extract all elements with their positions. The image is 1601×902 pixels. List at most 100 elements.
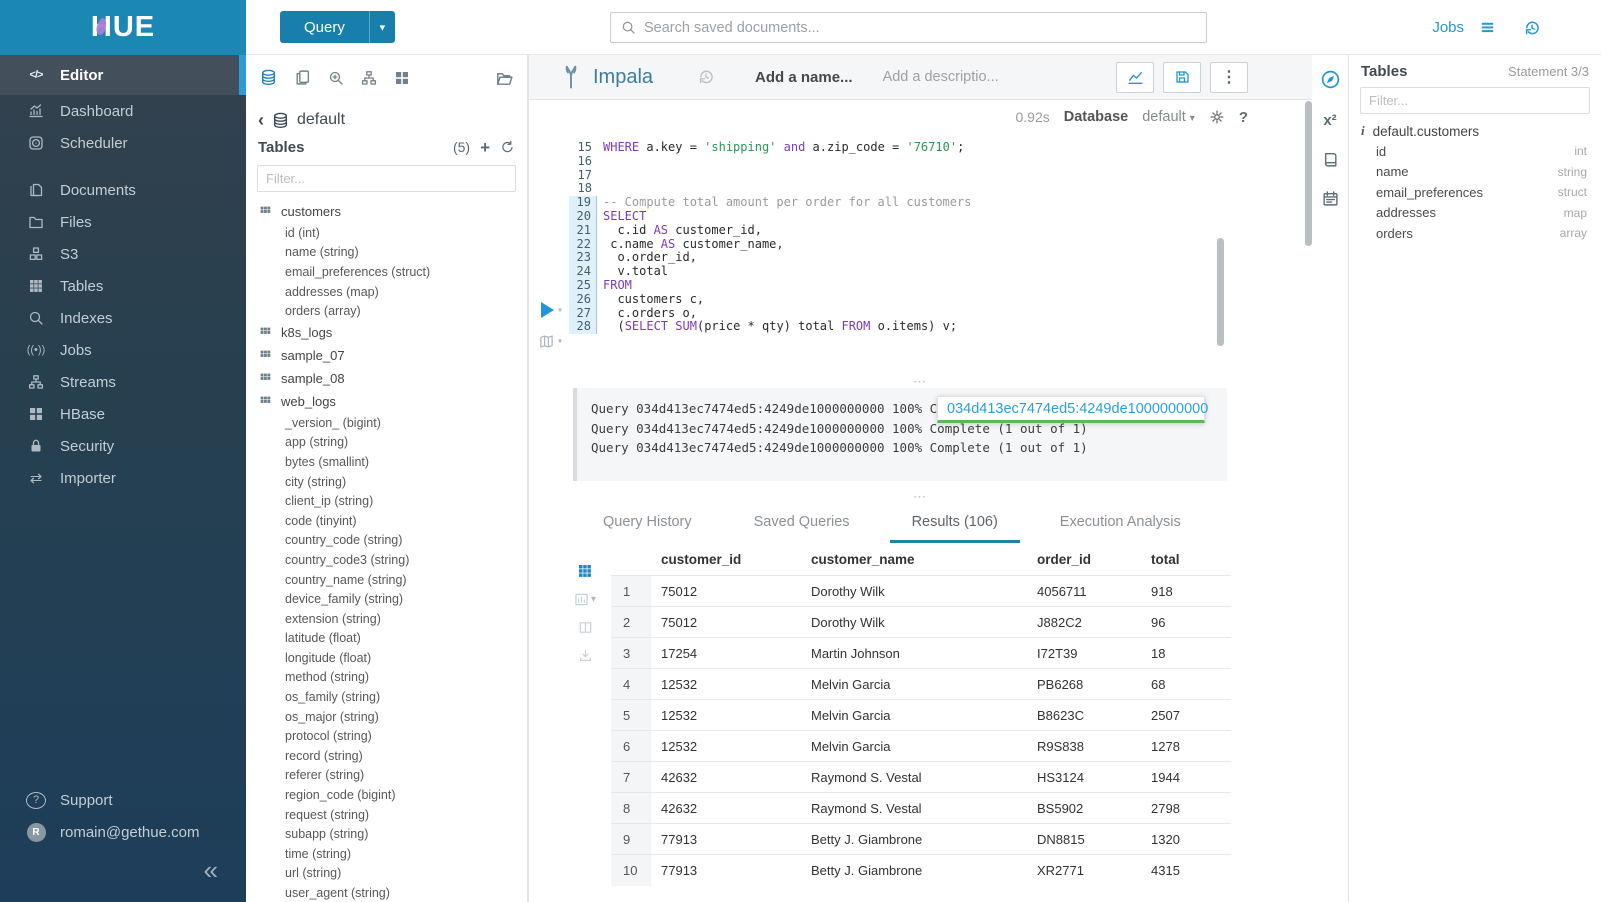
sidebar-item-editor[interactable]: </> Editor <box>0 55 246 95</box>
table-row[interactable]: 10 77913 Betty J. Giambrone XR2771 4315 <box>611 854 1231 886</box>
jobs-list-icon[interactable] <box>1480 20 1495 35</box>
sidebar-item-hbase[interactable]: HBase <box>0 398 246 430</box>
map-icon[interactable] <box>539 334 554 349</box>
chart-button[interactable] <box>1116 61 1154 93</box>
save-button[interactable] <box>1163 61 1201 93</box>
right-panel-column-row[interactable]: orders array <box>1349 223 1601 244</box>
right-panel-column-row[interactable]: name string <box>1349 162 1601 183</box>
refresh-icon[interactable] <box>500 140 515 155</box>
tab-results-106-[interactable]: Results (106) <box>889 505 1020 543</box>
query-button[interactable]: Query <box>304 18 345 36</box>
query-description-field[interactable]: Add a descriptio... <box>882 69 999 85</box>
assist-column-item[interactable]: country_code3 (string) <box>285 552 410 567</box>
sitemap-icon[interactable] <box>361 70 377 86</box>
sidebar-item-support[interactable]: ? Support <box>0 784 246 816</box>
sidebar-item-documents[interactable]: Documents <box>0 174 246 206</box>
sidebar-item-streams[interactable]: Streams <box>0 366 246 398</box>
assist-column-item[interactable]: client_ip (string) <box>285 494 374 509</box>
assist-column-item[interactable]: method (string) <box>285 670 370 685</box>
results-header-cell[interactable]: total <box>1151 552 1180 567</box>
sidebar-item-indexes[interactable]: Indexes <box>0 302 246 334</box>
query-history-icon[interactable] <box>1523 19 1541 37</box>
columns-view-icon[interactable] <box>578 620 593 635</box>
help-icon[interactable]: ? <box>1238 108 1248 126</box>
results-header-cell[interactable]: order_id <box>1037 552 1092 567</box>
assist-column-item[interactable]: request (string) <box>285 807 370 822</box>
settings-gear-icon[interactable] <box>1209 109 1225 125</box>
assist-table-item[interactable]: sample_07 <box>246 344 527 367</box>
add-table-icon[interactable]: + <box>480 137 490 157</box>
assist-compass-icon[interactable] <box>1320 69 1341 90</box>
assist-column-item[interactable]: latitude (float) <box>285 631 361 646</box>
sidebar-item-jobs[interactable]: ((•)) Jobs <box>0 334 246 366</box>
query-name-field[interactable]: Add a name... <box>755 68 853 86</box>
right-panel-filter-input[interactable] <box>1360 87 1590 114</box>
assist-column-item[interactable]: record (string) <box>285 748 363 763</box>
assist-column-item[interactable]: user_agent (string) <box>285 886 390 901</box>
table-row[interactable]: 2 75012 Dorothy Wilk J882C2 96 <box>611 606 1231 638</box>
folder-open-icon[interactable] <box>495 69 513 87</box>
chart-view-icon[interactable]: ▾ <box>574 592 596 607</box>
hue-logo[interactable]: HUE <box>91 11 155 44</box>
schedule-icon[interactable] <box>1322 190 1339 207</box>
assist-column-item[interactable]: os_major (string) <box>285 709 379 724</box>
database-icon[interactable] <box>260 69 277 86</box>
assist-column-item[interactable]: name (string) <box>285 245 359 260</box>
assist-column-item[interactable]: os_family (string) <box>285 690 381 705</box>
panel-scrollbar[interactable] <box>1305 101 1312 246</box>
sql-code-editor[interactable]: 15 16 17 18 19 20 21 22 23 24 25 26 27 28 WHERE a.key… <box>529 134 1312 426</box>
assist-column-item[interactable]: app (string) <box>285 435 349 450</box>
run-query-button[interactable] <box>541 302 554 318</box>
table-row[interactable]: 3 17254 Martin Johnson I72T39 18 <box>611 637 1231 669</box>
assist-column-item[interactable]: orders (array) <box>285 304 361 319</box>
right-panel-column-row[interactable]: addresses map <box>1349 203 1601 224</box>
results-header-cell[interactable]: customer_name <box>811 552 915 567</box>
assist-table-item[interactable]: k8s_logs <box>246 321 527 344</box>
assist-table-item[interactable]: web_logs <box>246 390 527 413</box>
assist-column-item[interactable]: country_code (string) <box>285 533 403 548</box>
functions-icon[interactable]: x² <box>1323 112 1337 129</box>
sidebar-item-security[interactable]: Security <box>0 430 246 462</box>
assist-column-item[interactable]: subapp (string) <box>285 827 369 842</box>
copy-docs-icon[interactable] <box>294 69 311 86</box>
breadcrumb-database-name[interactable]: default <box>297 111 346 128</box>
assist-column-item[interactable]: device_family (string) <box>285 592 404 607</box>
assist-column-item[interactable]: region_code (bigint) <box>285 788 396 803</box>
assist-column-item[interactable]: extension (string) <box>285 611 381 626</box>
blocks-icon[interactable] <box>394 70 410 86</box>
more-actions-button[interactable]: ⋮ <box>1210 61 1248 93</box>
editor-history-icon[interactable] <box>697 68 715 86</box>
run-options-caret[interactable]: ▾ <box>557 304 564 316</box>
assist-table-item[interactable]: customers <box>246 200 527 223</box>
query-dropdown-caret[interactable]: ▾ <box>368 11 395 43</box>
assist-column-item[interactable]: city (string) <box>285 474 347 489</box>
assist-column-item[interactable]: country_name (string) <box>285 572 407 587</box>
table-row[interactable]: 7 42632 Raymond S. Vestal HS3124 1944 <box>611 761 1231 793</box>
active-table-row[interactable]: i default.customers <box>1349 114 1601 141</box>
assist-column-item[interactable]: url (string) <box>285 866 342 881</box>
editor-scrollbar[interactable] <box>1217 238 1224 346</box>
table-row[interactable]: 8 42632 Raymond S. Vestal BS5902 2798 <box>611 792 1231 824</box>
sidebar-item-user[interactable]: R romain@gethue.com <box>0 816 246 848</box>
tab-query-history[interactable]: Query History <box>603 514 692 530</box>
tab-saved-queries[interactable]: Saved Queries <box>753 514 850 530</box>
query-id-link[interactable]: 034d413ec7474ed5:4249de1000000000 <box>947 400 1209 417</box>
splitter-handle-top[interactable]: ⋯ <box>913 374 928 389</box>
logo-band[interactable]: HUE <box>0 0 246 55</box>
assist-column-item[interactable]: time (string) <box>285 846 351 861</box>
assist-table-item[interactable]: sample_08 <box>246 367 527 390</box>
right-panel-column-row[interactable]: id int <box>1349 141 1601 162</box>
database-selector[interactable]: default ▾ <box>1142 109 1195 125</box>
sidebar-item-importer[interactable]: ⇄ Importer <box>0 462 246 494</box>
table-row[interactable]: 9 77913 Betty J. Giambrone DN8815 1320 <box>611 823 1231 855</box>
table-row[interactable]: 1 75012 Dorothy Wilk 4056711 918 <box>611 575 1231 607</box>
assist-filter-input[interactable] <box>257 165 516 192</box>
map-options-caret[interactable]: ▾ <box>557 336 564 347</box>
assist-column-item[interactable]: referer (string) <box>285 768 365 783</box>
assist-column-item[interactable]: addresses (map) <box>285 284 379 299</box>
collapse-sidebar-button[interactable]: « <box>203 855 218 885</box>
table-row[interactable]: 4 12532 Melvin Garcia PB6268 68 <box>611 668 1231 700</box>
magnifier-plus-icon[interactable] <box>328 70 344 86</box>
back-chevron-icon[interactable]: ‹ <box>258 110 264 130</box>
assist-column-item[interactable]: _version_ (bigint) <box>285 415 381 430</box>
